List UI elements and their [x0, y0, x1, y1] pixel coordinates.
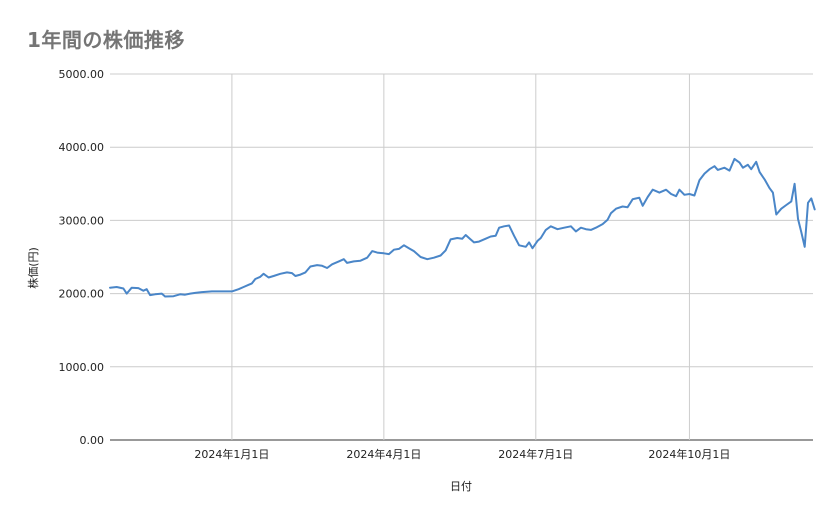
- y-tick-labels: 0.00 1000.00 2000.00 3000.00 4000.00 5000.00: [59, 68, 105, 447]
- gridlines: [110, 73, 813, 441]
- y-axis-title: 株価(円): [26, 247, 40, 289]
- y-tick-label: 2000.00: [59, 288, 105, 301]
- y-tick-label: 5000.00: [59, 68, 105, 81]
- x-tick-label: 2024年7月1日: [498, 447, 573, 461]
- x-tick-label: 2024年1月1日: [194, 447, 269, 461]
- series-line: [109, 157, 816, 298]
- chart-title: 1年間の株価推移: [27, 28, 185, 52]
- x-tick-labels: 2024年1月1日 2024年4月1日 2024年7月1日 2024年10月1日: [194, 447, 730, 461]
- x-tick-label: 2024年10月1日: [648, 447, 730, 461]
- x-tick-label: 2024年4月1日: [346, 447, 421, 461]
- y-tick-label: 3000.00: [59, 214, 105, 227]
- y-tick-label: 4000.00: [59, 141, 105, 154]
- x-axis-title: 日付: [450, 480, 472, 493]
- y-tick-label: 1000.00: [59, 361, 105, 374]
- y-tick-label: 0.00: [80, 434, 105, 447]
- series-layer: [109, 157, 816, 298]
